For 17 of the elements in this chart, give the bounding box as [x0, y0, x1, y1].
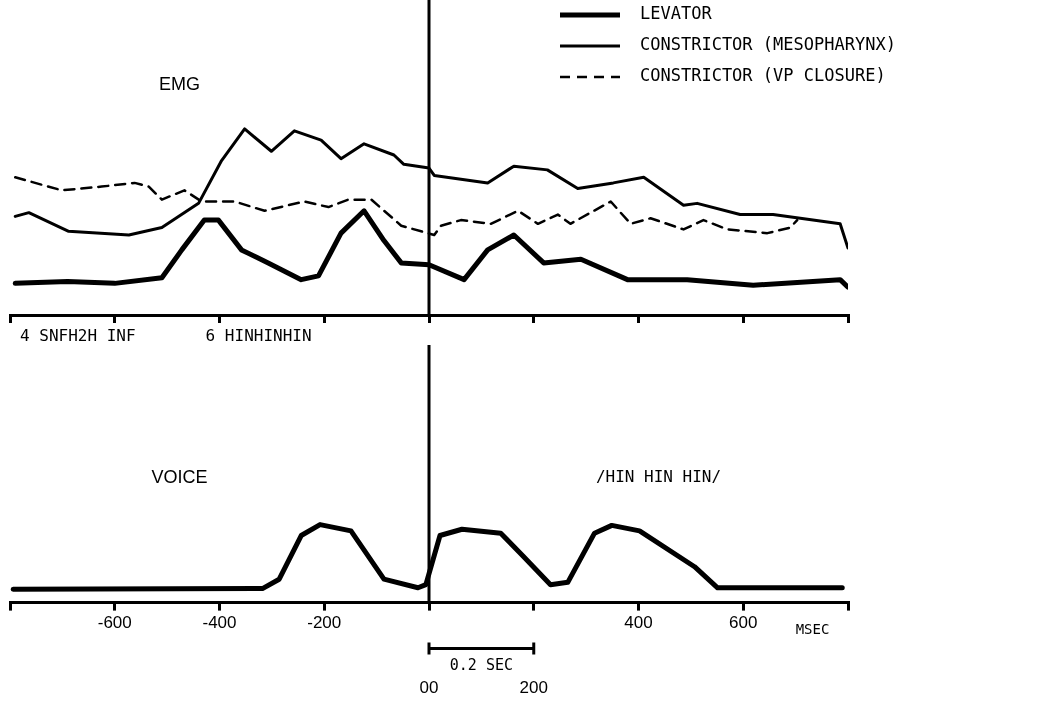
x-tick-label: -400 — [202, 613, 237, 633]
text: 200 — [519, 678, 548, 698]
x-axis-title: MSEC — [795, 621, 830, 638]
text: 6 HINHINHIN — [205, 326, 312, 346]
text: 4 SNFH2H INF — [20, 326, 136, 346]
legend-label: CONSTRICTOR (MESOPHARYNX) — [640, 34, 896, 55]
text: 00 — [419, 678, 439, 698]
text: 0.2 SEC — [449, 656, 513, 675]
chart-title: VOICE — [151, 466, 208, 487]
legend-label: CONSTRICTOR (VP CLOSURE) — [640, 65, 886, 86]
x-tick-label: 600 — [729, 613, 758, 633]
x-tick-label: -200 — [307, 613, 342, 633]
x-tick-label: 400 — [624, 613, 653, 633]
legend-label: LEVATOR — [640, 3, 713, 24]
chart-title: EMG — [158, 73, 201, 94]
text: /HIN HIN HIN/ — [595, 466, 722, 486]
x-tick-label: -600 — [97, 613, 132, 633]
